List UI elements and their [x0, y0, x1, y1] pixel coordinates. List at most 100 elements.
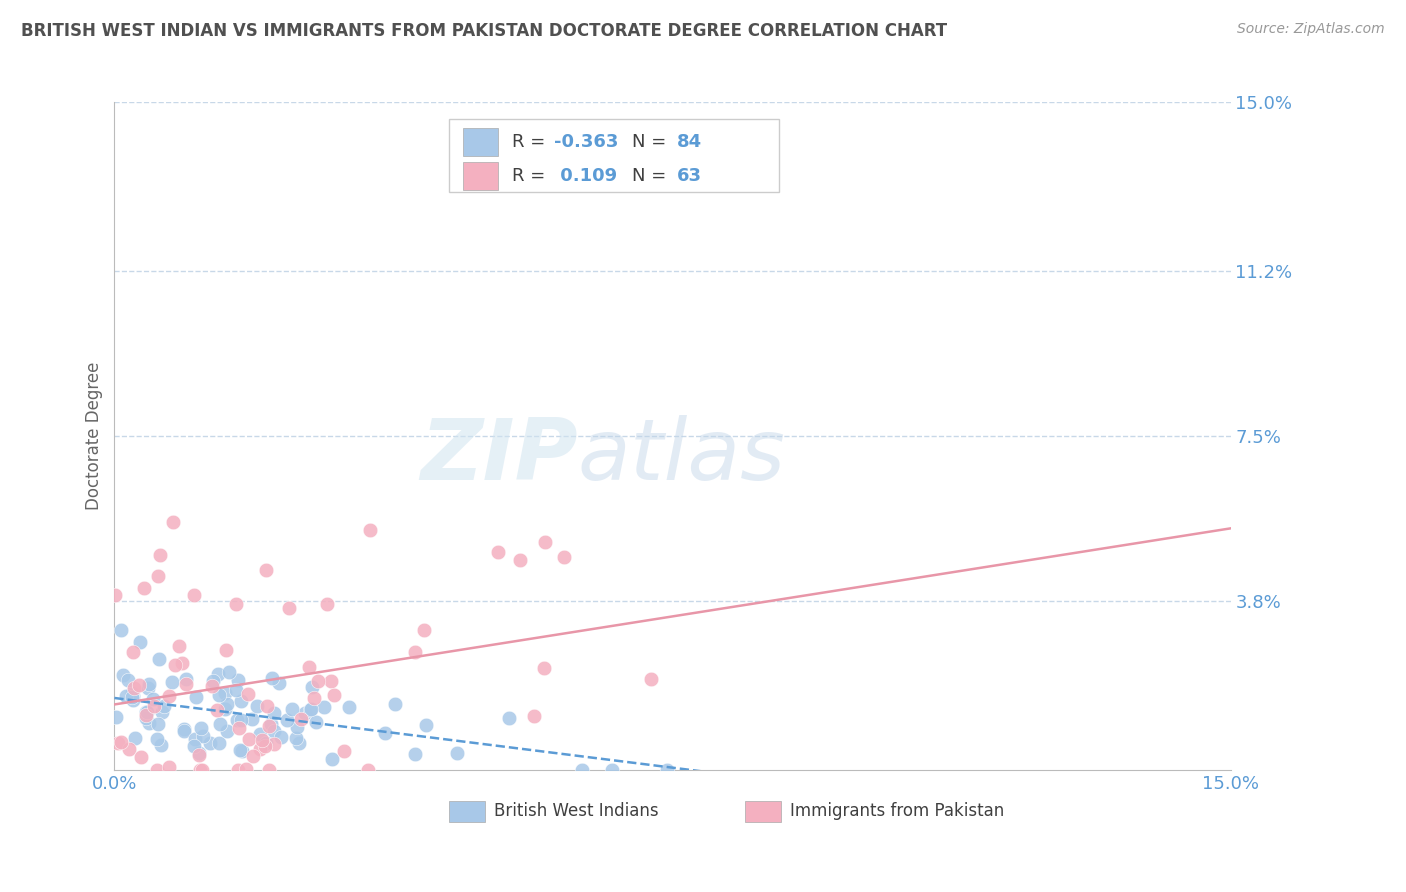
Point [198, 736, 221, 750]
Point [146, 732, 169, 747]
Point [117, 673, 139, 688]
Point [215, 697, 238, 711]
Text: BRITISH WEST INDIAN VS IMMIGRANTS FROM PAKISTAN DOCTORATE DEGREE CORRELATION CHA: BRITISH WEST INDIAN VS IMMIGRANTS FROM P… [21, 22, 948, 40]
FancyBboxPatch shape [463, 128, 498, 156]
Text: N =: N = [633, 167, 672, 185]
Point [186, 690, 208, 704]
Point [114, 689, 136, 703]
Point [294, 706, 316, 720]
Point [207, 703, 229, 717]
Point [600, 763, 623, 777]
Point [110, 735, 132, 749]
Point [225, 597, 247, 611]
Point [128, 678, 150, 692]
Point [260, 717, 283, 731]
Point [276, 713, 298, 727]
Point [257, 763, 280, 777]
Point [333, 744, 356, 758]
Point [143, 698, 166, 713]
Point [238, 731, 260, 746]
Text: Source: ZipAtlas.com: Source: ZipAtlas.com [1237, 22, 1385, 37]
Text: Immigrants from Pakistan: Immigrants from Pakistan [790, 802, 1004, 820]
Point [249, 742, 271, 756]
Point [146, 763, 169, 777]
Point [136, 681, 159, 695]
Point [214, 701, 236, 715]
Point [301, 680, 323, 694]
Point [281, 702, 304, 716]
Point [509, 552, 531, 566]
Point [110, 623, 132, 637]
Point [193, 730, 215, 744]
Point [188, 763, 211, 777]
Point [229, 742, 252, 756]
Point [214, 686, 236, 700]
Point [384, 697, 406, 711]
Point [122, 689, 145, 703]
Point [307, 673, 329, 688]
Point [174, 672, 197, 686]
Point [190, 721, 212, 735]
Point [231, 713, 253, 727]
Point [322, 688, 344, 702]
Point [249, 726, 271, 740]
Point [290, 713, 312, 727]
Point [122, 645, 145, 659]
Point [288, 736, 311, 750]
Point [262, 671, 284, 685]
Point [523, 708, 546, 723]
Point [299, 702, 322, 716]
Text: atlas: atlas [578, 415, 786, 498]
FancyBboxPatch shape [463, 161, 498, 190]
Point [157, 760, 180, 774]
Point [138, 716, 160, 731]
Point [138, 677, 160, 691]
Point [135, 706, 157, 720]
Point [226, 763, 249, 777]
Point [640, 672, 662, 686]
Point [135, 705, 157, 719]
Point [302, 691, 325, 706]
Point [105, 709, 128, 723]
Point [160, 674, 183, 689]
Point [215, 724, 238, 739]
Point [228, 721, 250, 735]
Point [337, 700, 360, 714]
Point [486, 545, 509, 559]
Point [415, 718, 437, 732]
Point [246, 699, 269, 714]
FancyBboxPatch shape [450, 119, 779, 193]
Point [553, 549, 575, 564]
Point [218, 665, 240, 679]
Point [148, 652, 170, 666]
Point [374, 726, 396, 740]
Point [121, 686, 143, 700]
Point [183, 588, 205, 602]
Point [285, 720, 308, 734]
Point [263, 724, 285, 739]
Point [188, 747, 211, 762]
Point [208, 688, 231, 702]
Point [446, 746, 468, 760]
Point [201, 679, 224, 693]
Point [150, 706, 173, 720]
Point [242, 748, 264, 763]
Point [270, 730, 292, 744]
Point [298, 660, 321, 674]
Point [215, 643, 238, 657]
Text: ZIP: ZIP [420, 415, 578, 498]
Point [187, 746, 209, 760]
Point [176, 677, 198, 691]
Point [104, 589, 127, 603]
Point [269, 675, 291, 690]
Point [571, 763, 593, 777]
Point [135, 711, 157, 725]
Point [359, 523, 381, 537]
Point [242, 713, 264, 727]
Point [201, 673, 224, 688]
Text: R =: R = [512, 167, 551, 185]
Point [163, 657, 186, 672]
Point [129, 750, 152, 764]
Point [256, 698, 278, 713]
Point [184, 731, 207, 746]
